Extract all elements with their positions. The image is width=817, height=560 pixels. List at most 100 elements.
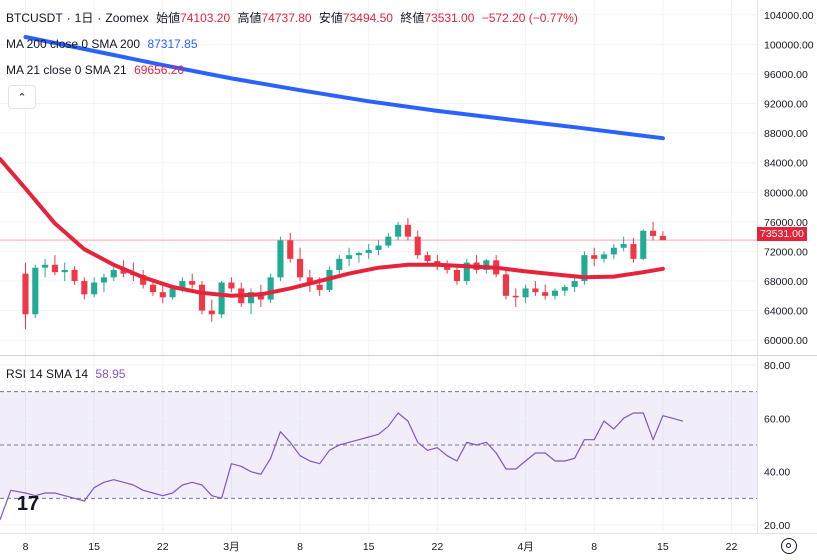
- candle-down: [434, 255, 441, 270]
- candle-down: [453, 266, 460, 285]
- candle-down: [22, 262, 29, 330]
- time-tick-label: 15: [657, 541, 669, 553]
- time-tick-label: 4月: [517, 541, 533, 553]
- candle-body: [444, 266, 451, 270]
- ma21-label: MA 21 close 0 SMA 21: [6, 63, 127, 77]
- candle-down: [287, 232, 294, 263]
- collapse-legend-button[interactable]: ⌃: [8, 85, 36, 109]
- candle-down: [512, 288, 519, 307]
- candle-body: [22, 273, 29, 315]
- candle-body: [120, 269, 127, 274]
- candle-body: [100, 277, 107, 283]
- candle-up: [610, 244, 617, 259]
- price-tick-label: 88000.00: [764, 128, 808, 140]
- open-value: 74103.20: [180, 11, 231, 25]
- candle-down: [71, 266, 78, 285]
- candle-up: [61, 262, 68, 282]
- time-tick-label: 8: [591, 541, 597, 553]
- candle-down: [189, 273, 196, 289]
- candle-down: [473, 255, 480, 274]
- candle-up: [218, 281, 225, 319]
- interval-label[interactable]: 1日: [74, 11, 94, 25]
- candle-down: [306, 269, 313, 293]
- candle-down: [149, 281, 157, 296]
- candle-up: [346, 247, 353, 267]
- time-tick-label: 22: [726, 541, 738, 553]
- separator-dot: ·: [66, 11, 71, 25]
- ma200-legend[interactable]: MA 200 close 0 SMA 200 87317.85: [6, 37, 202, 51]
- candle-body: [91, 282, 98, 295]
- candle-body: [346, 255, 353, 259]
- candle-down: [424, 251, 431, 263]
- ma200-value: 87317.85: [147, 37, 198, 51]
- high-value: 74737.80: [261, 11, 312, 25]
- price-tick-label: 84000.00: [764, 158, 808, 170]
- candle-up: [600, 251, 608, 263]
- candle-down: [502, 269, 510, 300]
- rsi-line: [0, 412, 684, 521]
- candle-body: [640, 230, 647, 259]
- candle-up: [267, 273, 274, 304]
- time-tick-label: 15: [363, 541, 375, 553]
- candle-up: [620, 236, 627, 252]
- rsi-legend[interactable]: RSI 14 SMA 14 58.95: [6, 367, 129, 381]
- candle-down: [198, 281, 206, 315]
- candle-up: [385, 232, 392, 248]
- candle-down: [630, 238, 637, 263]
- candle-up: [336, 255, 343, 274]
- low-value: 73494.50: [342, 11, 393, 25]
- price-tick-label: 80000.00: [764, 187, 808, 199]
- candle-body: [551, 290, 559, 296]
- time-tick-label: 8: [23, 541, 29, 553]
- tradingview-logo-icon[interactable]: 17: [16, 492, 40, 515]
- ma21-value: 69656.20: [134, 63, 185, 77]
- candle-body: [453, 269, 460, 282]
- candle-body: [561, 286, 568, 291]
- candle-down: [659, 231, 666, 241]
- candle-body: [414, 236, 421, 256]
- low-label: 安値: [318, 11, 343, 25]
- price-tick-label: 76000.00: [764, 217, 808, 229]
- close-value: 73531.00: [424, 11, 475, 25]
- candle-up: [395, 221, 402, 241]
- candle-up: [355, 251, 362, 263]
- candle-up: [91, 277, 98, 298]
- candle-body: [512, 295, 519, 298]
- candle-down: [542, 284, 549, 300]
- candle-up: [581, 251, 588, 285]
- candle-down: [414, 230, 421, 259]
- candle-up: [463, 258, 470, 285]
- price-tick-label: 68000.00: [764, 276, 808, 288]
- candle-body: [532, 288, 539, 293]
- candle-up: [551, 288, 559, 300]
- candle-down: [228, 277, 235, 293]
- candle-body: [463, 262, 470, 282]
- price-tick-label: 100000.00: [764, 39, 814, 51]
- symbol-label[interactable]: BTCUSDT: [6, 11, 63, 25]
- candle-down: [159, 284, 166, 304]
- candle-up: [42, 258, 49, 278]
- candle-body: [189, 281, 196, 285]
- candle-up: [561, 284, 568, 296]
- candle-body: [42, 264, 49, 268]
- candle-body: [404, 224, 411, 237]
- candle-down: [650, 221, 657, 241]
- header-ohlc: BTCUSDT · 1日 · Zoomex 始値74103.20 高値74737.80 …: [6, 9, 582, 26]
- candle-body: [208, 310, 215, 315]
- candle-body: [600, 254, 608, 259]
- rsi-tick-label: 80.00: [764, 360, 790, 372]
- rsi-tick-label: 60.00: [764, 413, 790, 425]
- ma21-legend[interactable]: MA 21 close 0 SMA 21 69656.20: [6, 63, 188, 77]
- candle-body: [591, 255, 598, 259]
- change-value: −572.20 (−0.77%): [481, 11, 578, 25]
- candle-up: [522, 284, 529, 304]
- candle-body: [61, 269, 68, 273]
- candle-up: [571, 277, 578, 293]
- candle-up: [110, 266, 117, 282]
- gear-icon[interactable]: [781, 538, 797, 554]
- candle-body: [385, 236, 392, 246]
- price-tick-label: 104000.00: [764, 10, 814, 22]
- candle-body: [179, 281, 186, 289]
- time-tick-label: 15: [88, 541, 100, 553]
